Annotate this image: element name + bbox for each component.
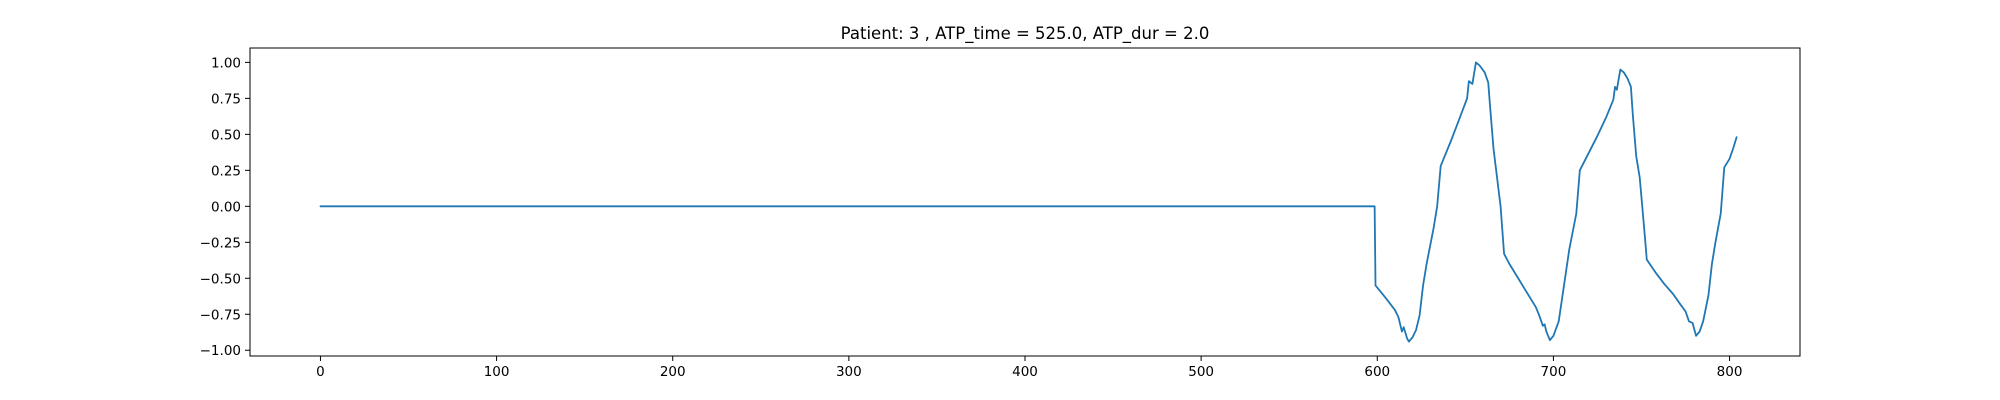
series-line-0 (319, 61, 1738, 343)
x-tick-label: 400 (1012, 364, 1038, 380)
y-tick-label: 0.50 (211, 127, 241, 143)
y-tick-label: −1.00 (200, 343, 241, 359)
x-tick-label: 100 (484, 364, 510, 380)
y-tick-label: −0.25 (200, 235, 241, 251)
x-tick-label: 700 (1541, 364, 1567, 380)
y-tick-label: −0.50 (200, 271, 241, 287)
x-tick-label: 200 (660, 364, 686, 380)
series-layer (319, 61, 1738, 343)
x-axis: 0 100 200 300 400 500 600 700 800 (316, 356, 1742, 380)
y-tick-label: 0.00 (211, 199, 241, 215)
plot-area-frame (249, 47, 1801, 357)
chart-title: Patient: 3 , ATP_time = 525.0, ATP_dur =… (841, 24, 1210, 44)
x-tick-label: 500 (1188, 364, 1214, 380)
y-tick-label: 1.00 (211, 55, 241, 71)
y-axis: 1.00 0.75 0.50 0.25 0.00 −0.25 −0.50 −0.75 −1.00 (200, 55, 250, 359)
x-tick-label: 0 (316, 364, 325, 380)
y-tick-label: 0.25 (211, 163, 241, 179)
x-tick-label: 800 (1717, 364, 1743, 380)
y-tick-label: 0.75 (211, 91, 241, 107)
y-tick-label: −0.75 (200, 307, 241, 323)
x-tick-label: 600 (1364, 364, 1390, 380)
x-tick-label: 300 (836, 364, 862, 380)
